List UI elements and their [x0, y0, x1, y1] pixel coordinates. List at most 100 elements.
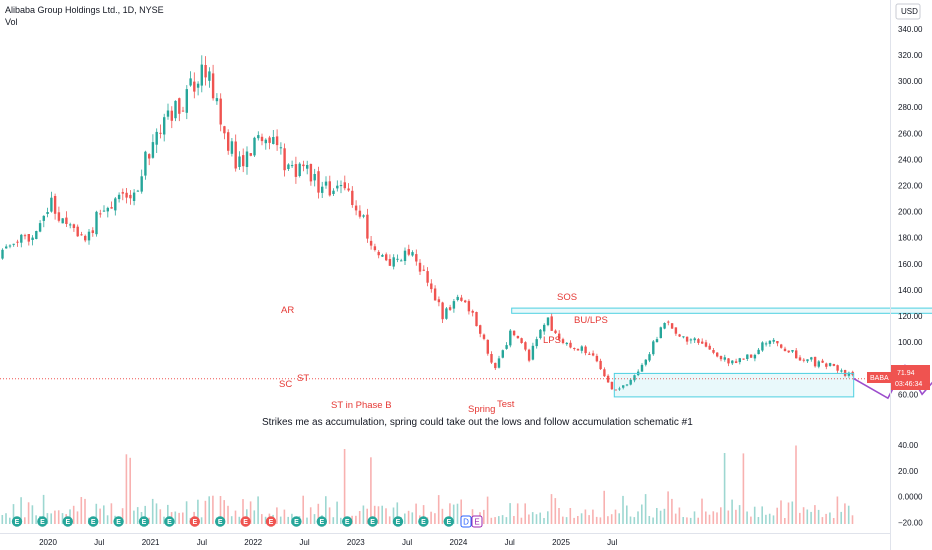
candle-body	[573, 348, 576, 349]
volume-bar	[185, 501, 188, 524]
volume-bar	[99, 508, 101, 524]
volume-bar	[106, 515, 109, 524]
volume-bar	[750, 516, 752, 524]
volume-bar	[562, 516, 564, 524]
earnings-icon[interactable]	[342, 516, 353, 527]
candle-body	[117, 194, 121, 200]
candle-body	[129, 194, 132, 199]
volume-bar	[20, 497, 22, 524]
volume-bar	[50, 513, 52, 524]
earnings-icon[interactable]	[11, 516, 23, 527]
candle-body	[512, 330, 516, 336]
annotation-bu-lps: BU/LPS	[574, 315, 608, 326]
volume-bar	[723, 453, 726, 524]
earnings-icon[interactable]	[240, 516, 251, 527]
price-tag-value: 71.94	[897, 370, 915, 377]
candle-body	[309, 164, 313, 182]
volume-bar	[328, 507, 331, 524]
candle-body	[479, 325, 482, 334]
price-axis-ticks: 340.00 320.00 300.00 280.00 260.00 240.00 220.…	[898, 25, 923, 399]
candle-body	[433, 288, 437, 301]
earnings-icon[interactable]	[37, 516, 48, 527]
candle-body	[321, 186, 324, 193]
volume-bar	[791, 501, 794, 524]
symbol-tag	[867, 372, 891, 383]
annotation-st: ST	[297, 373, 309, 384]
volume-tick: 20.00	[898, 467, 919, 476]
earnings-icon[interactable]	[443, 516, 454, 527]
volume-bar	[738, 505, 741, 524]
earnings-icon-label: E	[15, 519, 20, 526]
future-event-icon[interactable]	[460, 515, 472, 528]
volume-bar	[674, 513, 677, 524]
volume-bar	[689, 517, 692, 524]
volume-bar	[735, 509, 737, 524]
volume-bar	[441, 508, 444, 524]
currency-box[interactable]	[895, 3, 921, 20]
earnings-icon[interactable]	[215, 516, 226, 527]
earnings-icon[interactable]	[392, 516, 404, 527]
volume-bar	[840, 511, 842, 524]
chart-title: Alibaba Group Holdings Ltd., 1D, NYSE	[5, 5, 164, 15]
future-event-icon[interactable]	[471, 515, 483, 528]
volume-bar	[705, 511, 707, 524]
candle-body	[290, 165, 294, 167]
candle-body	[576, 349, 580, 351]
candle-body	[170, 110, 173, 121]
volume-bar	[799, 512, 801, 524]
earnings-icon[interactable]	[189, 516, 200, 527]
candle-body	[306, 165, 309, 169]
earnings-icon-label: E	[65, 519, 70, 526]
volume-bar	[667, 491, 669, 524]
volume-bar	[543, 518, 545, 524]
earnings-icon[interactable]	[113, 516, 124, 527]
earnings-icon[interactable]	[138, 516, 150, 527]
trading-range-resistance[interactable]	[511, 307, 932, 314]
candle-body	[663, 323, 666, 329]
candle-body	[238, 156, 241, 167]
volume-bar	[197, 499, 199, 524]
volume-bar	[219, 496, 222, 524]
candle-body	[475, 312, 478, 327]
settings-corner[interactable]	[895, 538, 925, 550]
earnings-icon[interactable]	[88, 516, 99, 527]
candle-body	[452, 301, 456, 309]
earnings-icon[interactable]	[316, 516, 327, 527]
volume-tick: 0.0000	[898, 493, 923, 502]
volume-bar	[656, 508, 658, 524]
trading-range-support[interactable]	[613, 372, 855, 398]
candle-body	[787, 350, 790, 353]
candle-body	[561, 339, 565, 343]
candle-body	[832, 364, 836, 366]
earnings-icon[interactable]	[62, 516, 73, 527]
earnings-icon[interactable]	[291, 516, 302, 527]
candle-body	[780, 344, 783, 348]
candle-body	[31, 237, 34, 240]
volume-bar	[355, 515, 357, 524]
earnings-icon[interactable]	[164, 516, 175, 527]
candle-body	[772, 339, 775, 342]
candle-body	[550, 316, 553, 331]
candle-body	[426, 271, 429, 283]
candle-body	[716, 352, 719, 357]
candle-body	[298, 163, 301, 176]
earnings-icon[interactable]	[265, 516, 277, 527]
volume-bar	[9, 517, 11, 524]
volume-bar	[580, 513, 583, 524]
earnings-icon[interactable]	[418, 516, 429, 527]
volume-bar	[449, 503, 451, 524]
candle-body	[178, 98, 181, 114]
volume-bar	[802, 507, 805, 524]
volume-bar	[595, 516, 598, 524]
earnings-icon[interactable]	[367, 516, 378, 527]
candle-body	[140, 176, 143, 192]
candle-body	[825, 363, 828, 367]
candle-body	[497, 358, 501, 368]
volume-bar	[385, 508, 387, 524]
candle-body	[494, 362, 497, 369]
volume-bar	[565, 517, 568, 524]
candle-body	[42, 215, 45, 221]
candle-body	[354, 205, 358, 211]
currency-label: USD	[901, 7, 918, 16]
